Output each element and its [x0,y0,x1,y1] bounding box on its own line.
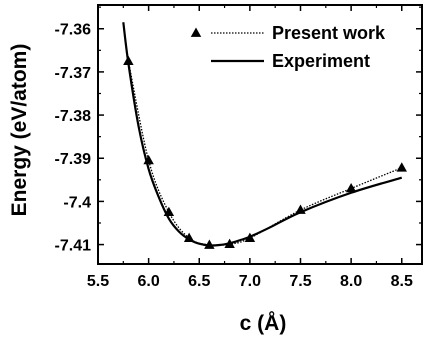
present-work-point [224,238,235,248]
legend-label-experiment: Experiment [272,51,370,71]
present-work-point [396,162,407,172]
x-axis-title: c (Å) [240,311,287,335]
x-tick-label: 7.5 [289,273,311,290]
legend-marker-present-work [190,27,202,37]
x-tick-label: 8.5 [391,273,413,290]
x-tick-label: 6.5 [188,273,210,290]
y-tick-label: -7.38 [55,108,92,125]
present-work-point [204,239,215,249]
present-work-point [143,154,154,165]
present-work-point [123,55,134,65]
legend-label-present-work: Present work [272,23,386,43]
legend: Present work Experiment [190,23,386,71]
axes: 5.5 6.0 6.5 7.0 7.5 8.0 8.5 -7.36 -7.37 -7.38 -7.3… [55,4,423,290]
y-tick-label: -7.37 [55,65,92,82]
x-tick-label: 5.5 [87,273,109,290]
plot-frame [97,4,423,265]
present-work-point [295,204,306,214]
y-tick-label: -7.4 [63,194,91,211]
experiment-line [122,22,403,247]
present-work-point [183,232,195,242]
present-work-point [345,182,357,193]
x-tick-label: 8.0 [340,273,362,290]
y-tick-label: -7.39 [55,151,92,168]
present-work-line [127,60,402,247]
present-work-point [163,206,175,217]
plot-area [122,22,407,249]
y-tick-label: -7.36 [55,22,92,39]
present-work-point [244,232,256,242]
y-axis-title: Energy (eV/atom) [8,44,31,217]
x-tick-label: 6.0 [138,273,160,290]
y-tick-label: -7.41 [55,238,92,255]
x-tick-label: 7.0 [239,273,261,290]
